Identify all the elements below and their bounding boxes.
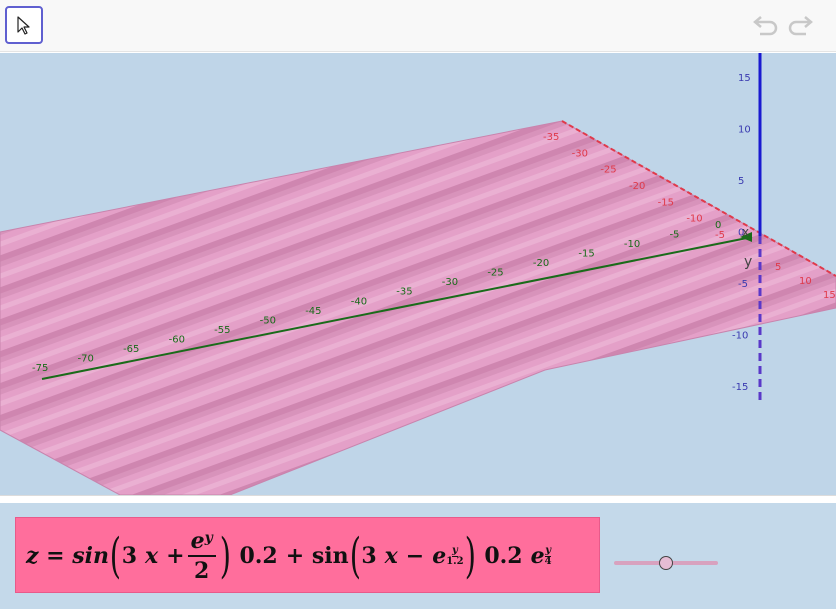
redo-icon bbox=[788, 16, 813, 36]
y-tick-label: -5 bbox=[715, 230, 725, 241]
origin-marker-icon bbox=[740, 232, 752, 242]
z-tick-label: -10 bbox=[732, 331, 748, 342]
x-tick-label: -30 bbox=[442, 277, 458, 288]
graphics-3d-view[interactable]: -75 -70 -65 -60 -55 -50 -45 -40 -35 -30 -25 -20 -15-… bbox=[0, 53, 836, 495]
y-tick-label: -15 bbox=[658, 197, 674, 208]
z-tick-label: 0 bbox=[738, 228, 744, 239]
x-tick-label: 0 bbox=[715, 220, 721, 231]
x-axis bbox=[41, 236, 753, 380]
move-tool-button[interactable] bbox=[5, 6, 43, 44]
x-tick-label: -20 bbox=[533, 258, 549, 269]
z-tick-label: 15 bbox=[738, 73, 751, 84]
redo-button[interactable] bbox=[786, 14, 816, 40]
y-axis bbox=[561, 120, 836, 277]
x-tick-label: -55 bbox=[214, 325, 230, 336]
formula-box[interactable]: z = sin ( 3 x + ey 2 ) 0.2 + sin ( 3 x −… bbox=[15, 517, 600, 593]
exponent-y-over-1.2: y 1.2 bbox=[446, 544, 464, 567]
undo-button[interactable] bbox=[750, 14, 780, 40]
surface-plot[interactable] bbox=[0, 120, 836, 495]
y-tick-label: 15 bbox=[823, 290, 836, 301]
panel-divider[interactable] bbox=[0, 495, 836, 503]
graphics-3d-canvas[interactable]: -75-70-65-60-55-50-45-40-35-30-25-20-15-… bbox=[0, 53, 836, 495]
x-axis-label: x bbox=[742, 225, 749, 239]
slider-handle[interactable] bbox=[659, 556, 673, 570]
undo-icon bbox=[753, 16, 778, 36]
algebra-panel: z = sin ( 3 x + ey 2 ) 0.2 + sin ( 3 x −… bbox=[0, 503, 836, 609]
z-tick-label: 10 bbox=[738, 125, 751, 136]
parameter-slider[interactable] bbox=[614, 548, 718, 578]
y-tick-label: -35 bbox=[543, 132, 559, 143]
x-tick-label: -70 bbox=[78, 353, 94, 364]
x-tick-labels: -75-70-65-60-55-50-45-40-35-30-25-20-15-… bbox=[32, 220, 721, 374]
z-tick-label: -5 bbox=[738, 279, 748, 290]
x-tick-label: -75 bbox=[32, 363, 48, 374]
y-tick-label: 5 bbox=[775, 262, 781, 273]
open-paren: ( bbox=[109, 528, 121, 584]
function-definition: z = sin ( 3 x + ey 2 ) 0.2 + sin ( 3 x −… bbox=[26, 528, 552, 584]
fraction-ey-over-2: ey 2 bbox=[187, 528, 216, 584]
x-tick-label: -50 bbox=[260, 315, 276, 326]
toolbar bbox=[0, 0, 836, 52]
y-tick-label: -30 bbox=[572, 148, 588, 159]
y-tick-label: -10 bbox=[686, 214, 702, 225]
x-tick-label: -65 bbox=[123, 344, 139, 355]
y-tick-label: 10 bbox=[799, 276, 812, 287]
z-tick-labels: 15 10 5 0 -5 -10 -15 bbox=[732, 73, 751, 393]
x-tick-label: -40 bbox=[351, 296, 367, 307]
y-axis-label: y bbox=[744, 254, 752, 270]
x-tick-label: -15 bbox=[578, 249, 594, 260]
x-tick-label: -25 bbox=[487, 268, 503, 279]
formula-prefix: z = sin bbox=[26, 543, 109, 569]
z-tick-label: 5 bbox=[738, 176, 744, 187]
x-tick-label: -60 bbox=[169, 334, 185, 345]
y-tick-label: -25 bbox=[600, 165, 616, 176]
x-tick-label: -10 bbox=[624, 239, 640, 250]
x-tick-label: -45 bbox=[305, 306, 321, 317]
y-tick-label: -20 bbox=[629, 181, 645, 192]
x-tick-label: -5 bbox=[669, 230, 679, 241]
arrow-cursor-icon bbox=[17, 16, 30, 35]
x-tick-label: -35 bbox=[396, 287, 412, 298]
z-tick-label: -15 bbox=[732, 382, 748, 393]
y-tick-labels: -35 -30 -25 -20 -15 -10 -5 5 10 15 bbox=[543, 132, 836, 301]
close-paren: ) bbox=[219, 528, 231, 584]
